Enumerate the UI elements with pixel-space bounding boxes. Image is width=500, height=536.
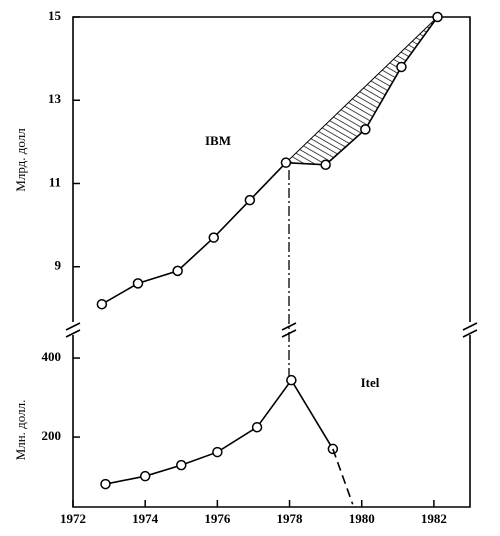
axis-frame <box>72 16 471 508</box>
data-point <box>172 265 183 277</box>
x-tick-label: 1976 <box>204 511 231 526</box>
data-point <box>100 478 111 490</box>
y-axis-label: Млрд. долл <box>13 128 28 192</box>
hatched-area <box>284 16 438 166</box>
x-tick-label: 1982 <box>421 511 447 526</box>
axis-break <box>65 322 478 338</box>
data-point <box>432 11 443 23</box>
annotation: Itel <box>361 375 380 390</box>
data-point <box>139 470 151 482</box>
y-tick-label: 11 <box>49 174 61 189</box>
data-point <box>96 298 108 310</box>
y-tick-label: 400 <box>42 349 62 364</box>
series-line <box>332 448 354 505</box>
y-axis-label: Млн. долл. <box>13 400 28 461</box>
x-tick-label: 1980 <box>349 511 375 526</box>
y-tick-label: 200 <box>42 428 62 443</box>
series-line <box>101 16 439 305</box>
data-point <box>396 61 407 73</box>
x-tick-label: 1972 <box>60 511 86 526</box>
y-tick-label: 13 <box>48 91 62 106</box>
x-tick-label: 1974 <box>132 511 159 526</box>
data-point <box>251 421 263 433</box>
x-tick-label: 1978 <box>277 511 304 526</box>
data-point <box>132 278 144 289</box>
data-point <box>360 124 371 135</box>
data-point <box>280 157 292 168</box>
data-point <box>320 159 331 171</box>
series-line <box>105 378 334 485</box>
data-point <box>286 374 297 386</box>
y-tick-label: 9 <box>55 258 62 273</box>
annotation: IBM <box>205 133 231 148</box>
data-point <box>176 459 187 471</box>
data-point <box>212 446 223 458</box>
data-point <box>244 194 256 206</box>
data-point <box>208 232 220 243</box>
y-tick-label: 15 <box>48 8 62 23</box>
